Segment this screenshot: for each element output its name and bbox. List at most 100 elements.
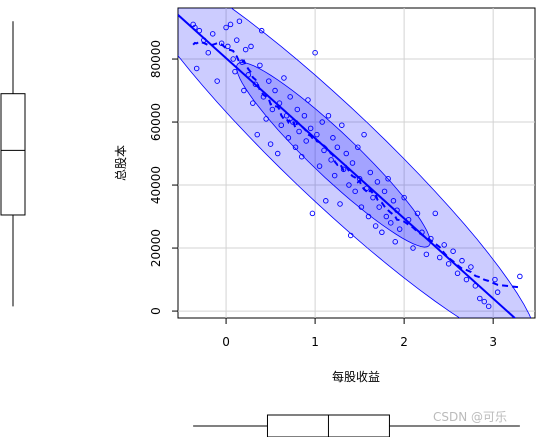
point (252, 81, 259, 87)
point (234, 37, 240, 43)
point (428, 235, 434, 242)
point (394, 207, 400, 214)
point (285, 135, 292, 141)
point (196, 27, 203, 34)
point (218, 40, 225, 47)
point (267, 141, 274, 147)
y-axis-label: 总股本 (114, 145, 128, 181)
point (330, 135, 336, 141)
point (365, 213, 372, 220)
point (379, 229, 385, 236)
point (401, 194, 407, 201)
point (441, 242, 447, 248)
point (319, 119, 325, 125)
x-axis-label: 每股收益 (332, 369, 380, 384)
point (241, 87, 247, 94)
point (419, 229, 425, 236)
point (260, 94, 267, 100)
point (361, 131, 367, 138)
point (266, 78, 272, 84)
y-tick-label: 40000 (149, 166, 163, 204)
point (274, 150, 281, 157)
point (347, 232, 354, 239)
y-tick-label: 0 (149, 307, 163, 315)
point (214, 78, 220, 84)
point (339, 122, 345, 128)
x-tick-label: 2 (400, 335, 408, 349)
point (281, 75, 287, 81)
point (269, 106, 276, 113)
point (323, 198, 329, 204)
plot-area (178, 8, 535, 318)
point (494, 289, 501, 295)
point (316, 163, 323, 169)
point (492, 276, 498, 283)
plot-frame (177, 7, 536, 319)
point (346, 182, 352, 188)
point (381, 188, 388, 195)
y-tick-label: 80000 (149, 40, 163, 78)
point (314, 131, 320, 138)
point (248, 43, 254, 50)
point (276, 100, 283, 106)
point (245, 72, 252, 78)
y-boxplot-box (0, 93, 26, 216)
point (230, 56, 236, 62)
point (388, 220, 394, 226)
point (445, 261, 452, 267)
point (305, 97, 311, 103)
point (463, 276, 470, 283)
watermark: CSDN @可乐 (433, 410, 507, 424)
point (309, 210, 316, 217)
point (477, 295, 483, 302)
point (201, 37, 207, 43)
point (405, 216, 412, 223)
point (292, 144, 299, 150)
point (294, 106, 301, 113)
point (376, 204, 382, 210)
point (242, 46, 249, 53)
point (328, 157, 334, 163)
point (363, 185, 370, 191)
point (390, 198, 397, 204)
point (450, 248, 456, 254)
point (414, 210, 421, 217)
point (432, 210, 439, 217)
point (410, 245, 416, 251)
point (257, 62, 263, 69)
point (358, 204, 365, 210)
point (396, 226, 403, 232)
x-tick-label: 1 (311, 335, 319, 349)
point (303, 138, 309, 144)
point (468, 264, 474, 270)
point (263, 116, 269, 122)
point (321, 147, 327, 154)
point (370, 194, 376, 201)
point (331, 172, 338, 179)
point (283, 112, 290, 119)
point (223, 24, 229, 31)
point (340, 166, 347, 173)
point (232, 68, 238, 75)
point (325, 112, 332, 119)
point (367, 169, 374, 176)
point (193, 65, 200, 72)
point (385, 176, 391, 182)
point (278, 122, 285, 128)
point (352, 188, 358, 195)
point (290, 119, 296, 125)
point (349, 160, 356, 166)
point (225, 43, 231, 50)
y-tick-label: 20000 (149, 229, 163, 267)
point (356, 176, 363, 182)
point (239, 59, 245, 65)
point (337, 201, 343, 207)
point (343, 150, 350, 157)
point (423, 251, 430, 258)
point (209, 31, 216, 37)
point (296, 128, 302, 135)
point (392, 239, 398, 245)
point (192, 24, 198, 31)
point (205, 49, 212, 56)
